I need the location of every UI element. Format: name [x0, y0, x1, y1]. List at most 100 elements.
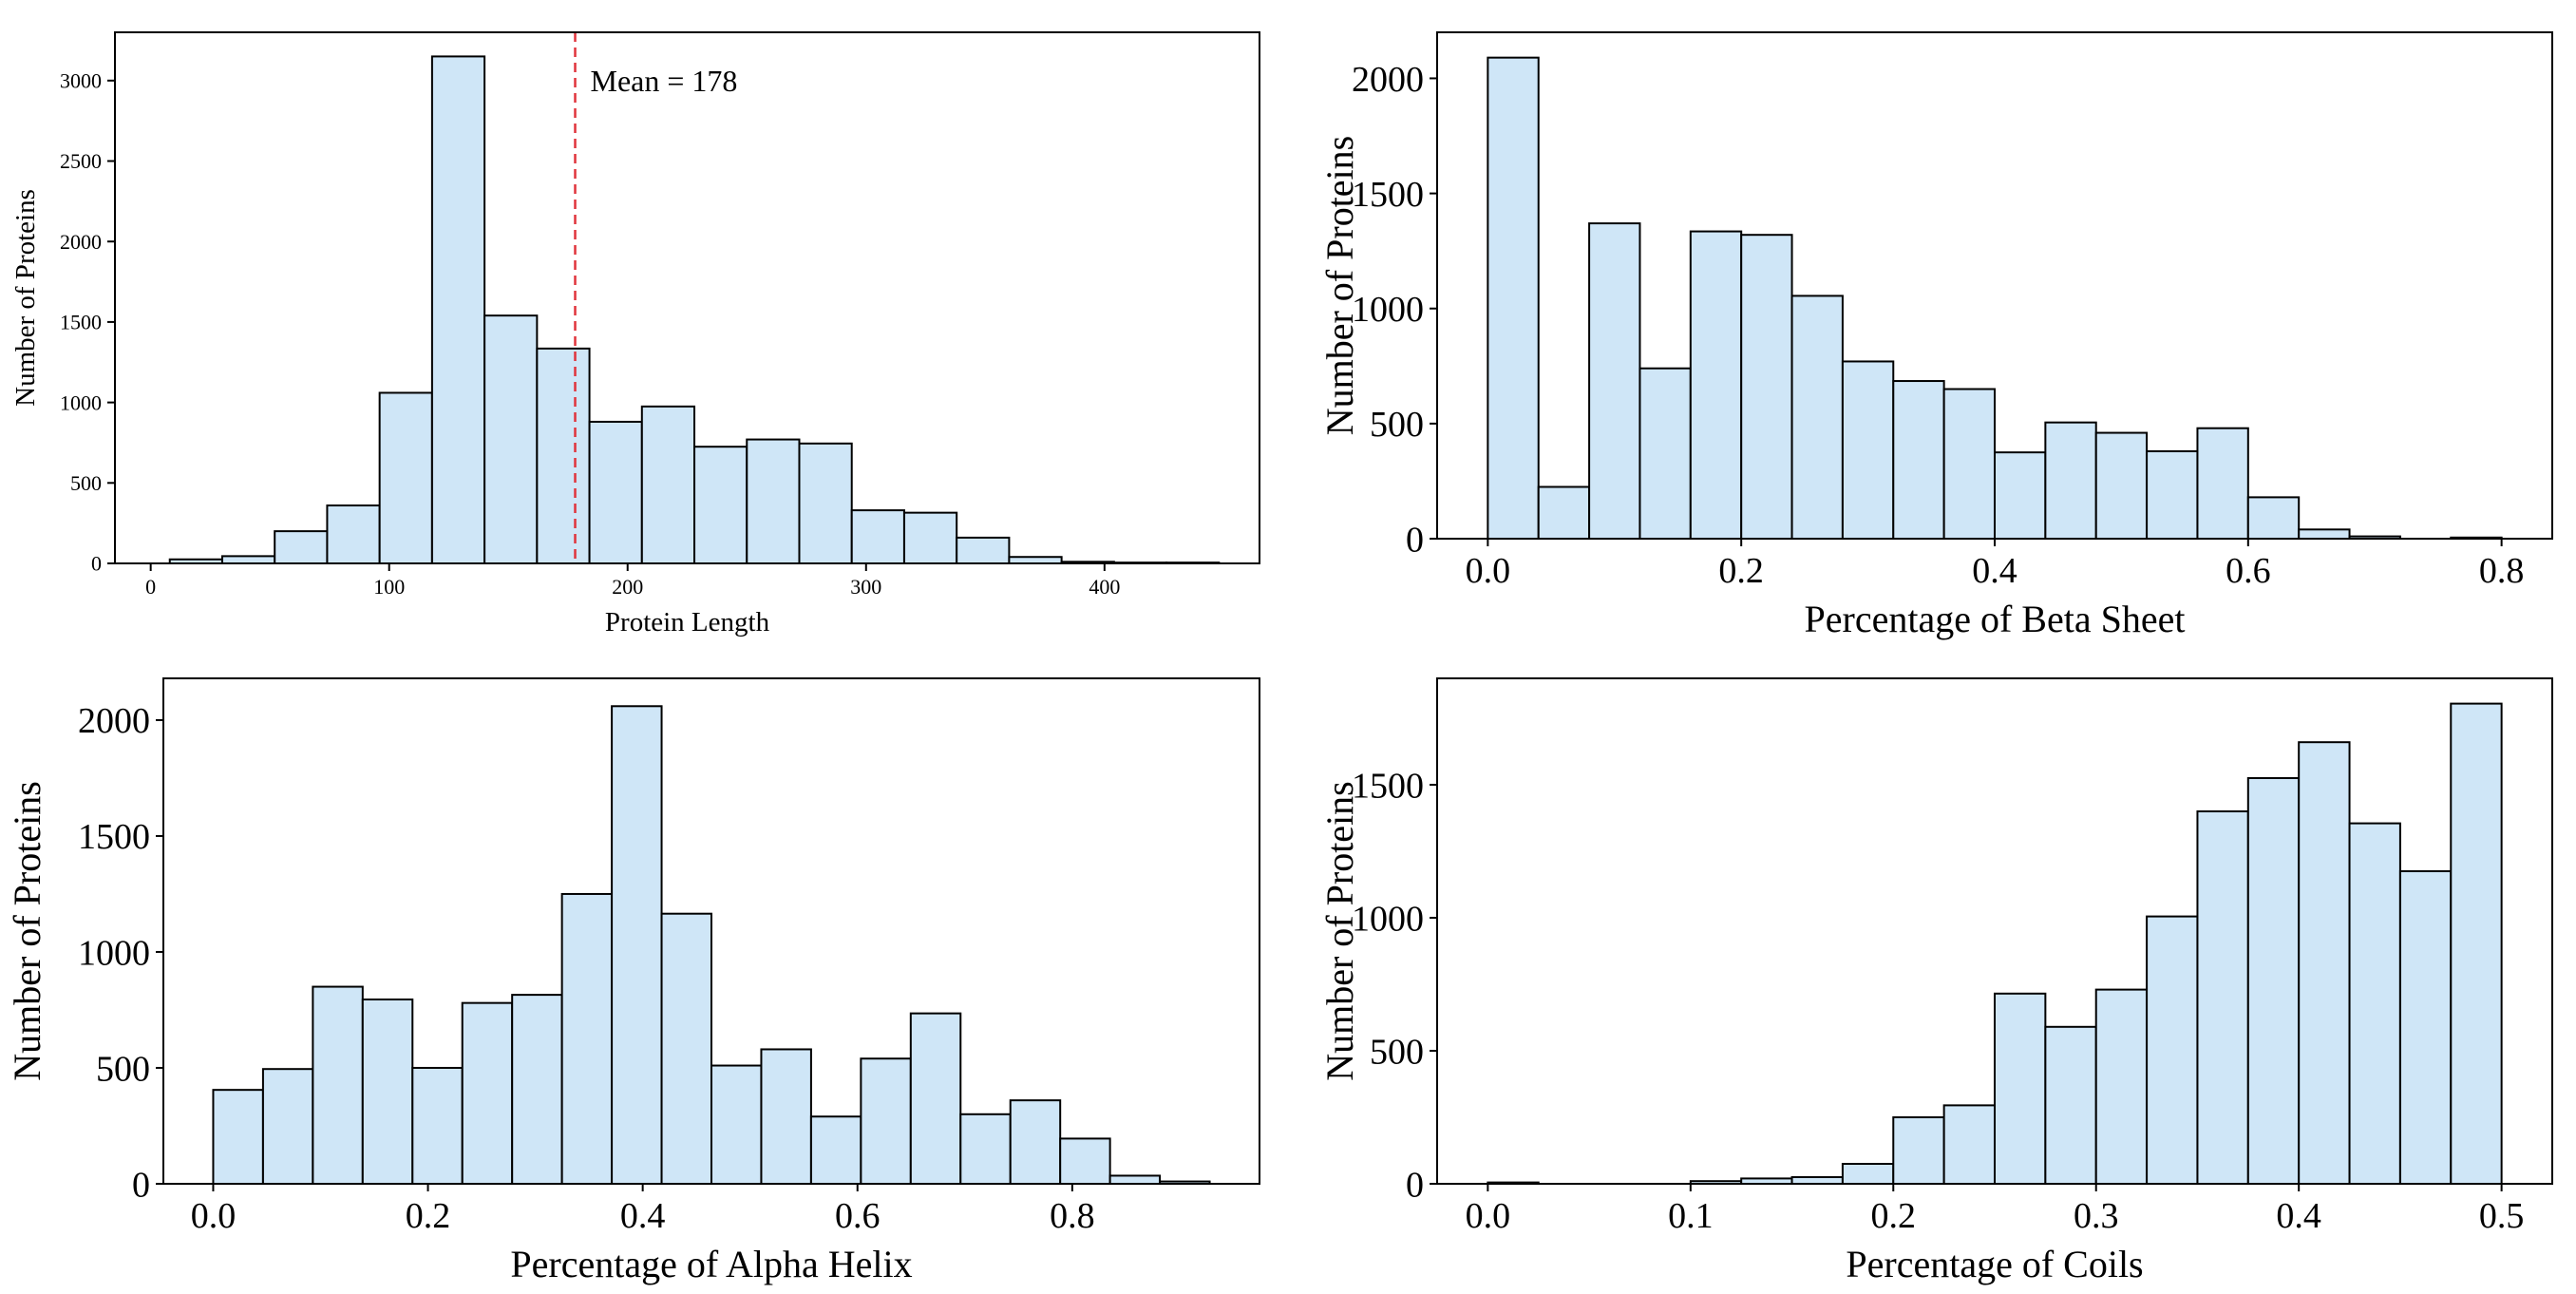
histogram-bar	[483, 314, 539, 564]
histogram-bar	[1994, 992, 2047, 1186]
histogram-bar	[511, 994, 563, 1186]
y-axis-label: Number of Proteins	[6, 781, 48, 1081]
histogram-bar	[1689, 230, 1743, 540]
histogram-bar	[693, 446, 748, 564]
histogram-bar	[760, 1048, 812, 1186]
y-tick-label: 0	[132, 1165, 150, 1205]
histogram-bar	[909, 1012, 962, 1186]
histogram-bar	[1009, 1099, 1062, 1185]
histogram-bar	[640, 405, 696, 564]
histogram-bar	[1740, 234, 1793, 540]
x-tick-label: 0.1	[1668, 1196, 1714, 1236]
x-axis-label: Percentage of Coils	[1846, 1243, 2143, 1285]
histogram-bar	[1638, 367, 1692, 540]
y-axis-label: Number of Proteins	[1318, 136, 1361, 436]
x-tick-label: 0.6	[835, 1196, 881, 1236]
histogram-bar	[2246, 496, 2301, 541]
histogram-bar	[274, 530, 329, 565]
histogram-bar	[2146, 915, 2199, 1185]
y-tick-label: 2000	[60, 230, 102, 254]
histogram-bar	[2196, 810, 2249, 1185]
x-tick-label: 0.0	[191, 1196, 237, 1236]
plot-frame	[1436, 677, 2553, 1185]
histogram-bar	[1841, 360, 1895, 541]
y-tick-label: 2000	[1352, 60, 1424, 100]
y-tick-label: 500	[1370, 405, 1424, 445]
histogram-bar	[1487, 56, 1540, 541]
x-tick-label: 0.5	[2479, 1196, 2525, 1236]
histogram-bar	[326, 504, 381, 565]
histogram-bar	[212, 1089, 264, 1186]
histogram-bar	[2298, 528, 2351, 540]
histogram-bar	[2094, 431, 2149, 540]
y-tick-label: 1000	[1352, 290, 1424, 330]
histogram-bar	[1537, 485, 1591, 541]
histogram-bar	[312, 985, 364, 1186]
x-tick-label: 0.2	[1871, 1196, 1917, 1236]
histogram-bar	[1942, 1104, 1996, 1186]
x-tick-label: 0.0	[1466, 551, 1511, 591]
panel-beta-sheet: 0.0 0.2 0.4 0.6 0.8 0 500 1000 1500 2000 Percentag…	[1318, 31, 2553, 640]
histogram-bar	[1892, 1116, 1945, 1185]
histogram-bar	[378, 391, 433, 564]
y-tick-label: 1000	[78, 933, 150, 973]
histogram-bar	[2146, 449, 2199, 541]
y-tick-label: 0	[1406, 1165, 1424, 1205]
x-tick-label: 200	[612, 575, 643, 599]
histogram-bar	[2094, 988, 2149, 1185]
histogram-bar	[959, 1113, 1012, 1185]
histogram-bar	[430, 55, 486, 564]
x-axis-label: Percentage of Beta Sheet	[1805, 598, 2186, 640]
histogram-bar	[902, 511, 958, 565]
histogram-bar	[850, 509, 905, 564]
histogram-bar	[798, 442, 853, 564]
histogram-bar	[361, 998, 414, 1186]
panel-alpha-helix: 0.0 0.2 0.4 0.6 0.8 0 500 1000 1500 2000 Percentag…	[6, 677, 1260, 1285]
y-tick-label: 2500	[60, 149, 102, 173]
x-tick-label: 0.2	[1718, 551, 1764, 591]
histogram-bar	[2450, 702, 2503, 1185]
x-tick-label: 100	[373, 575, 405, 599]
y-axis-label: Number of Proteins	[1318, 781, 1361, 1081]
y-tick-label: 500	[96, 1049, 150, 1089]
plot-frame	[114, 31, 1260, 564]
histogram-bar	[261, 1068, 314, 1185]
histogram-bar	[710, 1064, 763, 1185]
histogram-bar	[1059, 1137, 1111, 1185]
histogram-bar	[588, 420, 643, 564]
panel-coils: 0.0 0.1 0.2 0.3 0.4 0.5 0 500 1000 1500 Percentage…	[1318, 677, 2553, 1285]
y-tick-label: 500	[70, 471, 102, 495]
y-tick-label: 500	[1370, 1032, 1424, 1072]
histogram-bar	[536, 347, 591, 565]
histogram-bar	[2348, 822, 2401, 1185]
y-tick-label: 1000	[60, 390, 102, 414]
histogram-bar	[461, 1001, 514, 1185]
y-tick-label: 0	[1406, 520, 1424, 560]
y-tick-label: 1500	[1352, 766, 1424, 806]
histogram-bar	[2044, 421, 2097, 541]
histogram-bar	[411, 1066, 464, 1186]
histogram-bar	[220, 555, 276, 564]
x-tick-label: 0.4	[2276, 1196, 2321, 1236]
histogram-bar	[1994, 451, 2047, 541]
histogram-bar	[1892, 380, 1945, 540]
histogram-bar	[560, 892, 614, 1185]
histogram-bar	[2246, 777, 2301, 1185]
histogram-bar	[2044, 1025, 2097, 1186]
y-tick-label: 2000	[78, 701, 150, 741]
y-tick-label: 1500	[1352, 175, 1424, 215]
histogram-bar	[611, 705, 663, 1186]
y-tick-label: 3000	[60, 69, 102, 93]
x-axis-label: Percentage of Alpha Helix	[510, 1243, 912, 1285]
x-tick-label: 0.4	[1972, 551, 2017, 591]
histogram-bar	[1790, 295, 1844, 541]
x-tick-label: 0.6	[2226, 551, 2271, 591]
x-tick-label: 0.8	[2479, 551, 2525, 591]
histogram-bar	[860, 1057, 912, 1186]
x-tick-label: 400	[1089, 575, 1120, 599]
x-tick-label: 0.0	[1466, 1196, 1511, 1236]
histogram-bar	[1841, 1163, 1895, 1185]
histogram-bar	[956, 536, 1011, 565]
histogram-bar	[809, 1115, 862, 1186]
